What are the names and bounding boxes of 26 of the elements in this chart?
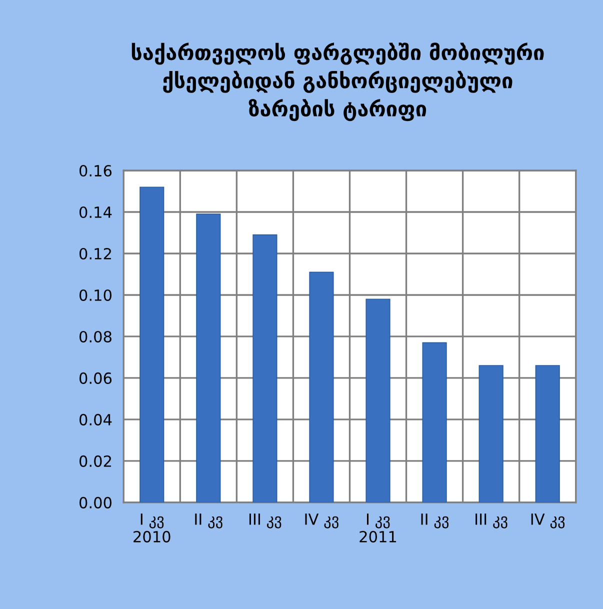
x-tick-label: III კვ bbox=[476, 514, 508, 528]
bar bbox=[422, 342, 447, 502]
x-tick-label: III კვ bbox=[249, 514, 282, 528]
y-tick-label: 0.02 bbox=[79, 455, 111, 467]
x-tick-label: IV კვ bbox=[531, 514, 564, 528]
x-tick-label: IV კვ bbox=[305, 514, 338, 528]
x-tick-label: I კვ 2011 bbox=[360, 514, 396, 542]
chart-title: საქართველოს ფარგლებში მობილური ქსელებიდან განხორციელებული ზარების ტარიფი bbox=[132, 42, 544, 122]
y-tick-label: 0.04 bbox=[79, 414, 112, 426]
bar bbox=[309, 272, 334, 502]
y-tick-label: 0.08 bbox=[79, 330, 112, 342]
x-tick-label: II კვ bbox=[421, 514, 448, 528]
bar bbox=[196, 214, 221, 502]
bar bbox=[478, 365, 504, 502]
x-tick-label: II კვ bbox=[195, 514, 222, 528]
y-tick-label: 0.12 bbox=[79, 248, 111, 260]
y-tick-label: 0.10 bbox=[79, 289, 112, 302]
bar bbox=[535, 365, 560, 502]
y-tick-label: 0.16 bbox=[79, 164, 112, 177]
x-tick-label: I კვ 2010 bbox=[134, 514, 170, 542]
y-tick-label: 0.06 bbox=[79, 372, 112, 384]
bar bbox=[140, 186, 164, 502]
bar bbox=[252, 234, 278, 502]
y-tick-label: 0.14 bbox=[79, 206, 112, 218]
y-tick-label: 0.00 bbox=[79, 496, 112, 508]
bar bbox=[366, 298, 390, 502]
